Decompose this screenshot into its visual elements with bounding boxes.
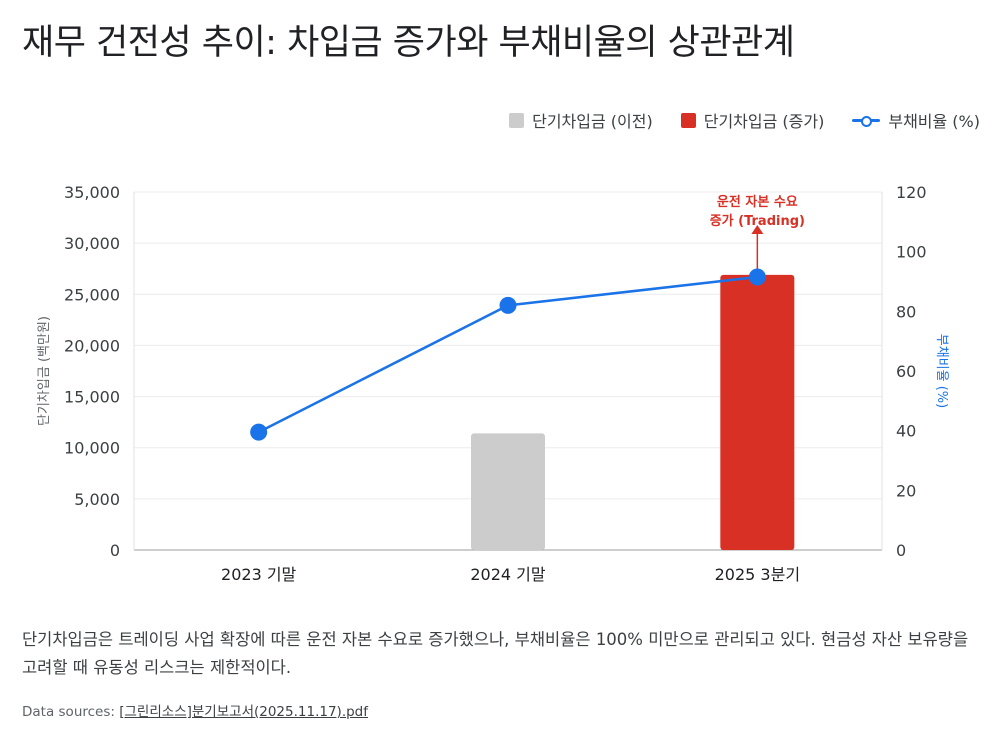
y2-tick-label: 40	[896, 422, 916, 441]
y2-tick-label: 60	[896, 362, 916, 381]
x-tick-label: 2025 3분기	[715, 565, 800, 584]
y2-tick-label: 0	[896, 541, 906, 560]
annotation-text: 운전 자본 수요	[717, 194, 798, 210]
y-tick-label: 15,000	[64, 388, 120, 407]
data-sources: Data sources: [그린리소스]분기보고서(2025.11.17).p…	[22, 700, 368, 720]
debt-ratio-point	[250, 423, 268, 441]
y2-tick-label: 120	[896, 183, 927, 202]
x-tick-label: 2024 기말	[470, 565, 546, 584]
y-axis-title: 단기차입금 (백만원)	[37, 316, 52, 426]
legend-swatch-debt-ratio	[852, 113, 881, 128]
legend-label-previous: 단기차입금 (이전)	[532, 112, 653, 131]
chart-title: 재무 건전성 추이: 차입금 증가와 부채비율의 상관관계	[22, 23, 795, 63]
y-tick-label: 5,000	[74, 490, 120, 509]
y2-tick-label: 20	[896, 481, 916, 500]
debt-ratio-point	[499, 296, 517, 314]
y-tick-label: 20,000	[64, 336, 120, 355]
chart-description: 단기차입금은 트레이딩 사업 확장에 따른 운전 자본 수요로 증가했으나, 부…	[22, 630, 969, 677]
y-tick-label: 0	[110, 541, 120, 560]
legend-item-previous[interactable]: 단기차입금 (이전)	[509, 108, 653, 132]
x-tick-label: 2023 기말	[221, 565, 297, 584]
debt-ratio-point	[748, 268, 766, 286]
legend-swatch-previous	[509, 112, 525, 128]
legend-label-increase: 단기차입금 (증가)	[703, 112, 825, 131]
y-tick-label: 10,000	[64, 439, 120, 458]
source-file-link[interactable]: [그린리소스]분기보고서(2025.11.17).pdf	[119, 704, 368, 720]
y-tick-label: 25,000	[64, 285, 120, 304]
legend-item-debt-ratio[interactable]: 부채비율 (%)	[852, 108, 980, 132]
y-tick-label: 35,000	[64, 183, 120, 202]
bar	[471, 433, 545, 550]
combo-chart: 0 5,000 10,000 15,000 20,000 25,000 30,000 35,0…	[37, 183, 949, 584]
bar	[720, 274, 795, 550]
legend-label-debt-ratio: 부채비율 (%)	[888, 112, 980, 131]
legend-item-increase[interactable]: 단기차입금 (증가)	[680, 108, 825, 132]
annotation-text: 증가 (Trading)	[710, 214, 805, 229]
sources-label: Data sources:	[22, 704, 115, 720]
legend: 단기차입금 (이전) 단기차입금 (증가) 부채비율 (%)	[509, 108, 980, 132]
y2-tick-label: 80	[896, 302, 916, 321]
legend-swatch-increase	[680, 112, 696, 128]
y2-tick-label: 100	[896, 243, 927, 262]
y-tick-label: 30,000	[64, 234, 120, 253]
annotation-arrow-head	[751, 225, 764, 234]
y2-axis-title: 부채비율 (%)	[934, 334, 949, 408]
